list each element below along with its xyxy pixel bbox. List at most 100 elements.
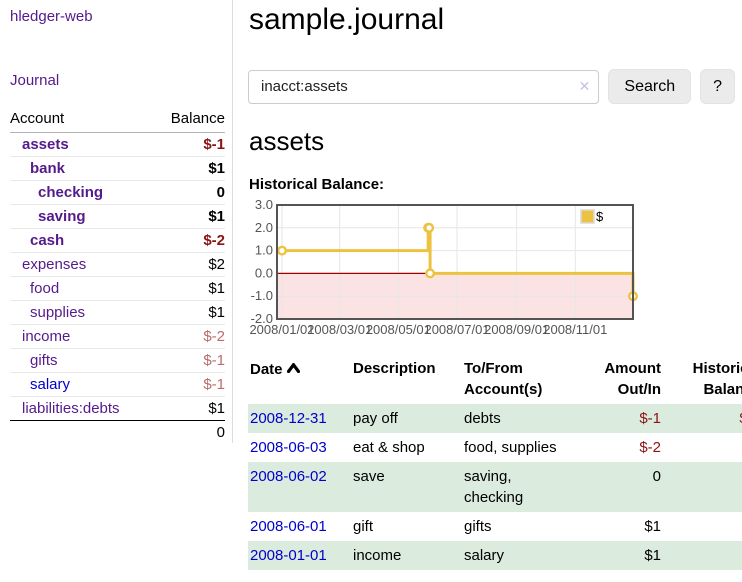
account-link-salary[interactable]: salary (30, 376, 71, 393)
svg-text:2008/03/01: 2008/03/01 (307, 322, 372, 337)
sort-asc-icon (286, 358, 300, 379)
column-header-description: Description (353, 360, 436, 377)
svg-text:2.0: 2.0 (255, 220, 273, 235)
account-balance: $1 (153, 396, 225, 421)
account-link-food[interactable]: food (30, 280, 60, 297)
accounts-cell: salary (464, 547, 505, 564)
svg-text:1.0: 1.0 (255, 243, 273, 258)
accounts-cell: gifts (464, 518, 492, 535)
description-cell: gift (353, 518, 374, 535)
register-table: Date Description To/From Account(s) Amou… (248, 356, 742, 570)
account-link-supplies[interactable]: supplies (30, 304, 86, 321)
main-content: sample.journal ✕ Search ? assets Histori… (248, 0, 742, 570)
description-cell: income (353, 547, 402, 564)
description-cell: eat & shop (353, 439, 425, 456)
account-row: expenses $2 (10, 252, 225, 277)
account-balance: $-1 (153, 348, 225, 373)
account-row: saving $1 (10, 204, 225, 229)
register-row: 2008-12-31 pay off debts $-1 $-1 (248, 404, 742, 433)
svg-text:2008/09/01: 2008/09/01 (484, 322, 549, 337)
balance-cell: $-1 (665, 404, 742, 433)
register-row: 2008-06-01 gift gifts $1 $2 (248, 512, 742, 541)
svg-text:3.0: 3.0 (255, 200, 273, 212)
accounts-cell: saving, checking (464, 468, 524, 506)
account-row: food $1 (10, 276, 225, 301)
svg-text:2008/11/01: 2008/11/01 (543, 322, 607, 337)
account-link-bank[interactable]: bank (30, 160, 66, 177)
svg-text:2008/01/01: 2008/01/01 (249, 322, 314, 337)
svg-text:-1.0: -1.0 (251, 288, 273, 303)
account-balance: $1 (153, 156, 225, 181)
account-link-income[interactable]: income (22, 328, 71, 345)
column-header-amount: Amount Out/In (604, 360, 661, 398)
clear-search-icon[interactable]: ✕ (578, 77, 591, 94)
column-header-accounts: To/From Account(s) (464, 360, 543, 398)
svg-text:-2.0: -2.0 (251, 311, 273, 326)
account-link-saving[interactable]: saving (38, 208, 86, 225)
amount-cell: 0 (652, 468, 661, 485)
date-link[interactable]: 2008-01-01 (250, 547, 327, 564)
app-brand-link[interactable]: hledger-web (10, 8, 93, 25)
account-row: checking 0 (10, 180, 225, 205)
accounts-cell: debts (464, 410, 501, 427)
date-link[interactable]: 2008-12-31 (250, 410, 327, 427)
account-link-assets[interactable]: assets (22, 136, 69, 153)
description-cell: pay off (353, 410, 398, 427)
account-balance: $-2 (153, 324, 225, 349)
search-form: ✕ Search ? (248, 69, 735, 104)
account-balance: $1 (153, 300, 225, 325)
account-row: liabilities:debts $1 (10, 396, 225, 421)
sidebar: hledger-web Journal Account Balance asse… (0, 0, 233, 443)
register-heading: assets (249, 126, 325, 156)
accounts-col-account: Account (10, 106, 154, 133)
account-link-cash[interactable]: cash (30, 232, 65, 249)
column-header-date[interactable]: Date (248, 356, 351, 404)
account-link-gifts[interactable]: gifts (30, 352, 58, 369)
page-title: sample.journal (249, 3, 445, 36)
account-link-liabilities-debts[interactable]: liabilities:debts (22, 400, 120, 417)
balance-cell: $1 (665, 541, 742, 570)
column-header-date-label: Date (250, 361, 283, 378)
date-link[interactable]: 2008-06-01 (250, 518, 327, 535)
date-link[interactable]: 2008-06-03 (250, 439, 327, 456)
register-row: 2008-06-03 eat & shop food, supplies $-2… (248, 433, 742, 462)
historical-balance-chart[interactable]: $3.0 2.0 1.0 0.0 -1.0 -2.02008/01/012008/03/0… (248, 200, 644, 342)
svg-text:0.0: 0.0 (255, 265, 273, 280)
account-balance: $-1 (153, 372, 225, 397)
svg-text:$: $ (596, 209, 604, 224)
account-row: bank $1 (10, 156, 225, 181)
accounts-total-row: 0 (10, 421, 225, 446)
account-link-expenses[interactable]: expenses (22, 256, 87, 273)
amount-cell: $-1 (639, 410, 661, 427)
help-button[interactable]: ? (700, 69, 735, 104)
balance-cell: 0 (665, 433, 742, 462)
amount-cell: $-2 (639, 439, 661, 456)
search-input[interactable] (248, 69, 600, 104)
account-balance: $-2 (153, 228, 225, 253)
balance-cell: $2 (665, 512, 742, 541)
accounts-cell: food, supplies (464, 439, 557, 456)
chart-title: Historical Balance: (249, 176, 385, 193)
account-link-checking[interactable]: checking (38, 184, 104, 201)
date-link[interactable]: 2008-06-02 (250, 468, 327, 485)
accounts-col-balance: Balance (153, 106, 225, 133)
account-row: salary $-1 (10, 372, 225, 397)
svg-text:2008/05/01: 2008/05/01 (366, 322, 431, 337)
sidebar-item-journal[interactable]: Journal (10, 72, 60, 89)
account-row: supplies $1 (10, 300, 225, 325)
column-header-balance: Historical Balance (692, 360, 742, 398)
accounts-table: Account Balance assets $-1 bank $1 check… (10, 106, 225, 445)
balance-cell: $2 (665, 462, 742, 512)
search-button[interactable]: Search (608, 69, 692, 104)
account-balance: $1 (153, 204, 225, 229)
account-balance: $2 (153, 252, 225, 277)
account-row: gifts $-1 (10, 348, 225, 373)
account-row: assets $-1 (10, 132, 225, 157)
description-cell: save (353, 468, 385, 485)
account-balance: $-1 (153, 132, 225, 157)
account-balance: 0 (153, 180, 225, 205)
amount-cell: $1 (644, 518, 661, 535)
account-row: income $-2 (10, 324, 225, 349)
svg-text:2008/07/01: 2008/07/01 (424, 322, 489, 337)
register-row: 2008-01-01 income salary $1 $1 (248, 541, 742, 570)
